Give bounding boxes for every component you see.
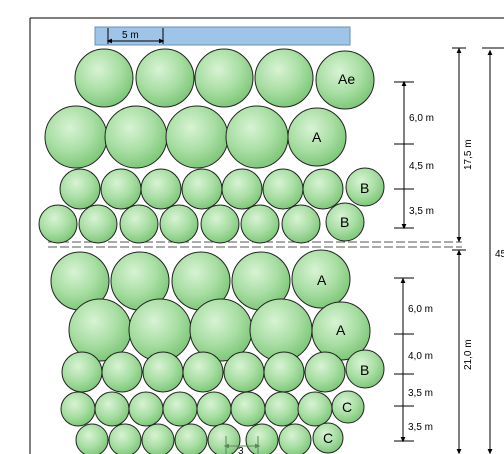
- upper-spacing-3: 3,5 m: [409, 206, 434, 217]
- tree-canopy-37: [61, 351, 103, 393]
- tree-canopy-14: [181, 168, 223, 210]
- tree-canopy-10: [287, 107, 347, 167]
- tree-canopy-52: [297, 391, 333, 427]
- lower-total-label: 21,0 m: [463, 339, 474, 370]
- tree-canopy-39: [142, 351, 184, 393]
- tree-canopy-2: [135, 48, 195, 108]
- tree-canopy-8: [165, 105, 229, 169]
- upper-spacing-2: 4,5 m: [409, 161, 434, 172]
- tree-canopy-53: [331, 390, 365, 424]
- tree-canopy-42: [263, 351, 305, 393]
- tree-canopy-26: [325, 202, 365, 242]
- tree-canopy-48: [162, 391, 198, 427]
- bottom-scale-label: 3: [238, 446, 244, 454]
- lower-spacing-2: 4,0 m: [408, 351, 433, 362]
- tree-canopy-23: [200, 204, 240, 244]
- tree-canopy-47: [128, 391, 164, 427]
- tree-canopy-54: [75, 423, 109, 454]
- tree-canopy-11: [59, 168, 101, 210]
- tree-canopy-58: [207, 423, 241, 454]
- tree-canopy-56: [141, 423, 175, 454]
- row-label-4: B: [340, 214, 349, 230]
- tree-canopy-9: [225, 105, 289, 169]
- tree-canopy-46: [94, 391, 130, 427]
- tree-canopy-15: [221, 168, 263, 210]
- tree-canopy-59: [245, 423, 279, 454]
- tree-canopy-31: [291, 249, 351, 309]
- row-label-2: A: [312, 129, 322, 145]
- tree-canopy-44: [345, 349, 385, 389]
- tree-canopy-16: [262, 168, 304, 210]
- upper-spacing-1: 6,0 m: [409, 113, 434, 124]
- tree-canopy-22: [159, 204, 199, 244]
- tree-canopy-1: [74, 48, 134, 108]
- tree-canopy-12: [100, 168, 142, 210]
- tree-canopy-57: [174, 423, 208, 454]
- tree-canopy-5: [315, 50, 375, 110]
- tree-canopy-55: [108, 423, 142, 454]
- tree-canopy-6: [44, 105, 108, 169]
- row-label-8: C: [342, 399, 352, 415]
- tree-canopy-51: [264, 391, 300, 427]
- tree-canopy-13: [140, 168, 182, 210]
- tree-canopy-41: [223, 351, 265, 393]
- lower-spacing-3: 3,5 m: [408, 388, 433, 399]
- tree-canopy-50: [230, 391, 266, 427]
- row-label-9: C: [323, 430, 333, 446]
- tree-canopy-4: [254, 48, 314, 108]
- tree-canopy-20: [78, 204, 118, 244]
- tree-canopy-33: [128, 298, 192, 362]
- lower-spacing-4: 3,5 m: [408, 422, 433, 433]
- tree-canopy-7: [104, 105, 168, 169]
- tree-canopy-3: [194, 48, 254, 108]
- row-label-6: A: [336, 322, 346, 338]
- tree-canopy-24: [240, 204, 280, 244]
- tree-canopy-61: [312, 422, 344, 454]
- row-label-3: B: [360, 180, 369, 196]
- upper-total-label: 17,5 m: [463, 139, 474, 170]
- tree-canopy-60: [278, 423, 312, 454]
- tree-canopy-19: [38, 204, 78, 244]
- tree-canopy-38: [101, 351, 143, 393]
- tree-canopy-17: [302, 168, 344, 210]
- top-scale-label: 5 m: [122, 30, 139, 41]
- tree-canopy-43: [304, 351, 346, 393]
- row-label-5: A: [317, 272, 327, 288]
- tree-canopy-49: [196, 391, 232, 427]
- tree-canopy-18: [345, 167, 385, 207]
- row-label-7: B: [360, 362, 369, 378]
- overall-total-label: 45: [495, 249, 504, 260]
- tree-canopy-25: [281, 204, 321, 244]
- tree-canopy-45: [60, 391, 96, 427]
- row-label-1: Ae: [338, 71, 355, 87]
- tree-canopy-21: [119, 204, 159, 244]
- tree-canopy-40: [182, 351, 224, 393]
- tree-canopy-35: [249, 298, 313, 362]
- lower-spacing-1: 6,0 m: [408, 304, 433, 315]
